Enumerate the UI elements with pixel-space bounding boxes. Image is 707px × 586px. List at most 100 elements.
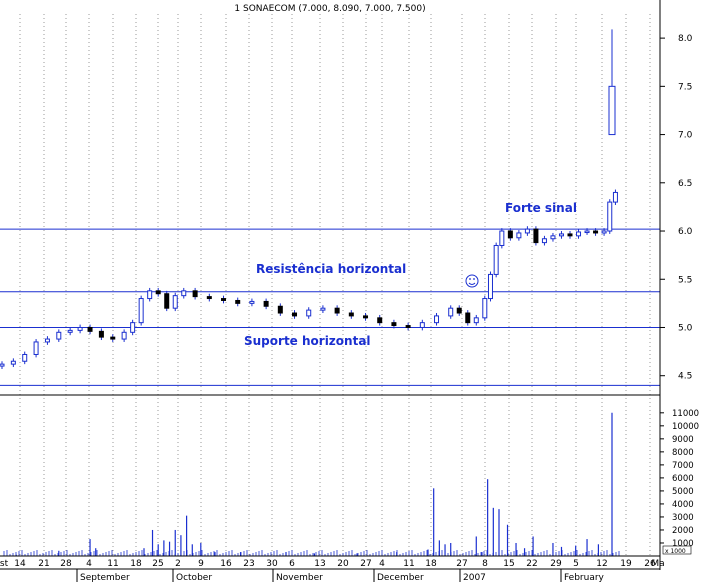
annotation-suporte: Suporte horizontal <box>244 334 371 348</box>
y-tick-label: 5.0 <box>678 323 693 333</box>
candle-body <box>56 331 62 340</box>
smiley-eye <box>469 278 471 280</box>
x-day-label: 20 <box>337 559 349 569</box>
x-day-label: 27 <box>360 559 371 569</box>
x-day-label: 12 <box>596 559 607 569</box>
annotation-forte-sinal: Forte sinal <box>505 201 577 215</box>
candle-body <box>138 298 144 324</box>
candle-body <box>377 317 383 324</box>
y-tick-label: 5.5 <box>678 275 692 285</box>
x-day-label: 28 <box>60 559 72 569</box>
candle-body <box>164 293 170 309</box>
candle-body <box>593 230 599 234</box>
vol-tick-label: 6000 <box>672 474 694 484</box>
candle-body <box>567 233 573 237</box>
candle-body <box>110 336 116 340</box>
x-day-label: 26 <box>644 559 656 569</box>
candle-body <box>221 298 227 301</box>
vol-unit-box <box>662 545 692 555</box>
x-month-label: 2007 <box>463 573 486 582</box>
x-day-label: 21 <box>38 559 49 569</box>
x-day-label: 6 <box>289 559 295 569</box>
candle-body <box>524 228 530 234</box>
horizontal-lines <box>0 228 660 386</box>
y-tick-label: 8.0 <box>678 34 693 44</box>
candle-body <box>235 299 241 304</box>
candle-body <box>67 329 73 333</box>
candle-body <box>558 233 564 237</box>
candle-body <box>493 244 499 275</box>
x-day-label: 11 <box>107 559 118 569</box>
candle-body <box>130 322 136 333</box>
candle-body <box>87 326 93 332</box>
candle-body <box>44 338 50 343</box>
x-day-label: 2 <box>175 559 181 569</box>
candle-body <box>334 307 340 314</box>
candle-body <box>434 315 440 324</box>
x-month-label: October <box>176 573 212 582</box>
vol-tick-label: 9000 <box>672 435 694 445</box>
candle-body <box>348 312 354 317</box>
candle-body <box>482 298 488 319</box>
candle-body <box>181 290 187 297</box>
candle-body <box>576 231 582 237</box>
x-month-label: December <box>377 573 424 582</box>
candle-body <box>507 230 513 239</box>
y-tick-label: 7.5 <box>678 82 692 92</box>
x-day-label: 18 <box>425 559 437 569</box>
vol-unit-label: x 1000 <box>665 548 686 555</box>
candle-body <box>263 300 269 307</box>
candle-body <box>155 290 161 295</box>
vol-tick-label: 4000 <box>672 500 694 510</box>
y-tick-label: 4.5 <box>678 372 692 382</box>
candle-body <box>172 295 178 309</box>
candle-body <box>77 326 83 331</box>
price-candles <box>0 29 618 369</box>
x-day-label: 5 <box>573 559 579 569</box>
x-day-label: 4 <box>379 559 385 569</box>
x-day-label: 13 <box>314 559 325 569</box>
candle-body <box>473 317 479 324</box>
x-day-label: st <box>0 559 9 569</box>
x-day-label: Ma <box>651 559 664 569</box>
x-month-label: September <box>80 573 130 582</box>
smiley-face <box>465 274 479 288</box>
x-month-label: November <box>276 573 323 582</box>
y-tick-label: 7.0 <box>678 131 693 141</box>
candle-body <box>292 312 298 317</box>
x-day-label: 4 <box>86 559 92 569</box>
vertical-gridlines <box>19 14 651 556</box>
vol-tick-label: 10000 <box>672 422 699 432</box>
x-day-label: 9 <box>198 559 204 569</box>
candle-body <box>10 360 16 365</box>
candle-body <box>206 296 212 300</box>
y-tick-label: 6.0 <box>678 227 693 237</box>
candle-body <box>612 191 618 203</box>
vol-tick-label: 1000 <box>672 539 694 549</box>
x-day-label: 16 <box>220 559 232 569</box>
x-day-label: 14 <box>14 559 26 569</box>
x-day-label: 25 <box>152 559 163 569</box>
candle-body <box>33 341 39 355</box>
last-candle-body <box>608 85 616 136</box>
candle-body <box>277 305 283 314</box>
candle-body <box>607 201 613 232</box>
x-day-label: 8 <box>482 559 488 569</box>
x-day-label: 11 <box>403 559 414 569</box>
annotation-resistencia: Resistência horizontal <box>256 262 406 276</box>
x-day-label: 23 <box>243 559 254 569</box>
vol-tick-label: 3000 <box>672 513 694 523</box>
vol-tick-label: 5000 <box>672 487 694 497</box>
candle-body <box>306 309 312 317</box>
candle-body <box>363 315 369 319</box>
candle-body <box>541 238 547 244</box>
smiley-eye <box>473 278 475 280</box>
candle-body <box>465 312 471 324</box>
candle-body <box>0 363 5 367</box>
candle-body <box>22 353 28 362</box>
candle-body <box>405 325 411 328</box>
candle-body <box>249 300 255 304</box>
